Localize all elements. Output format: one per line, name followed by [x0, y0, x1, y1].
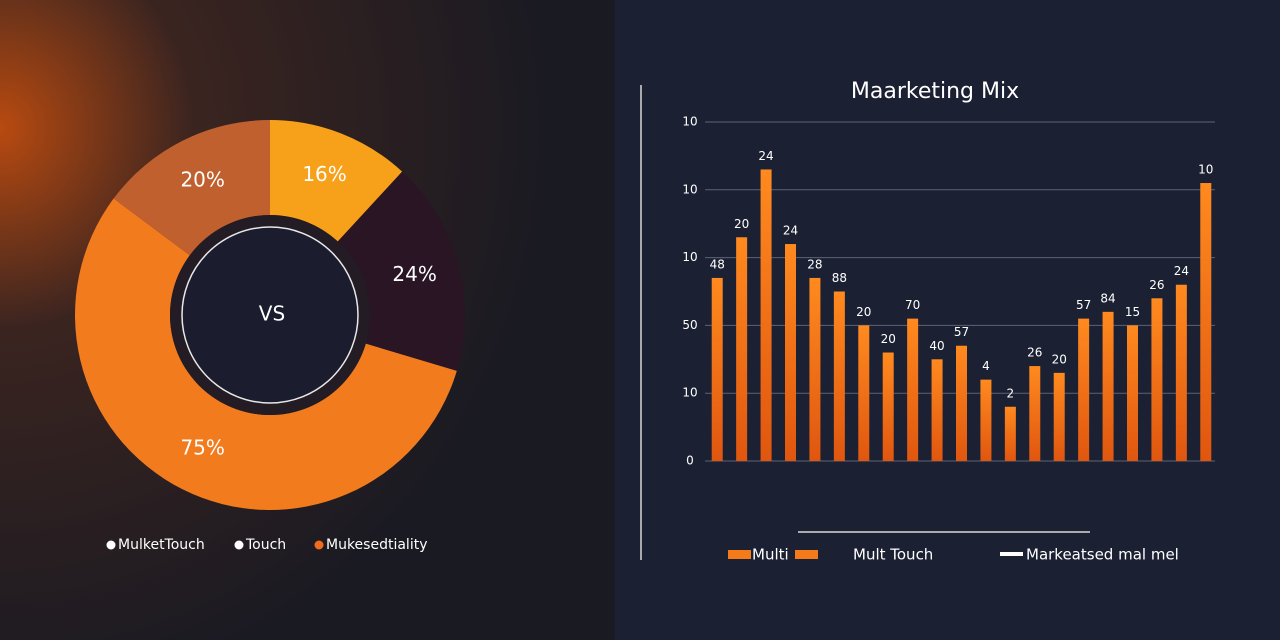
bar: [907, 318, 919, 461]
bar-value-label: 26: [1149, 278, 1164, 292]
bar-value-label: 10: [1198, 163, 1213, 177]
bar-value-label: 48: [710, 257, 725, 271]
bar: [809, 277, 821, 461]
bar-value-label: 20: [881, 332, 896, 346]
bar-value-label: 57: [954, 325, 969, 339]
legend-label: Mukesedtiality: [326, 537, 427, 553]
bar-value-label: 24: [783, 224, 798, 238]
bar: [1175, 284, 1187, 461]
bar-value-label: 57: [1076, 298, 1091, 312]
bar: [858, 325, 870, 461]
legend-label: Mult Touch: [853, 546, 933, 564]
bar: [1004, 406, 1016, 461]
pie-slice: [270, 120, 403, 242]
legend-label: Multi: [752, 546, 789, 564]
donut-core: [181, 226, 359, 404]
bar-value-label: 20: [856, 305, 871, 319]
legend-swatch: [795, 550, 818, 559]
bar-value-label: 88: [832, 271, 847, 285]
bar-value-label: 24: [1174, 264, 1189, 278]
y-tick-label: 10: [682, 182, 697, 196]
bar-value-label: 26: [1027, 346, 1042, 360]
slice-label: 16%: [302, 162, 346, 186]
bar: [736, 237, 748, 461]
legend-swatch: [728, 550, 751, 559]
y-tick-label: 50: [682, 318, 697, 332]
bar: [1200, 183, 1212, 461]
pie-slice: [337, 171, 465, 371]
bar-value-label: 15: [1125, 305, 1140, 319]
right-panel: [615, 0, 1280, 640]
bar: [1127, 325, 1138, 461]
bar-value-label: 4: [982, 359, 990, 373]
legend-dot: [106, 540, 116, 550]
y-tick-label: 0: [686, 454, 694, 468]
bar-value-label: 24: [758, 149, 773, 163]
legend-label: Markeatsed mal mel: [1026, 546, 1179, 564]
bar-value-label: 40: [929, 339, 944, 353]
bar: [980, 379, 992, 461]
bar: [956, 345, 967, 461]
chart-title: Maarketing Mix: [851, 79, 1019, 104]
pie-slice: [75, 198, 457, 510]
bar-value-label: 84: [1100, 291, 1115, 305]
y-tick-label: 10: [682, 250, 697, 264]
bar: [785, 244, 796, 461]
slice-label: 75%: [180, 436, 224, 460]
legend-dot: [234, 540, 244, 550]
bar-value-label: 2: [1007, 386, 1015, 400]
legend-label: Touch: [245, 537, 286, 553]
bar: [1151, 298, 1163, 461]
bar: [1053, 372, 1065, 461]
bar: [1102, 311, 1114, 461]
bar: [711, 277, 723, 461]
y-tick-label: 10: [682, 386, 697, 400]
bar-value-label: 20: [1052, 352, 1067, 366]
bar: [833, 291, 845, 461]
slice-label: 24%: [392, 262, 436, 286]
y-tick-label: 10: [682, 115, 697, 129]
bar: [1029, 366, 1041, 461]
bar: [760, 169, 772, 461]
legend-label: MulketTouch: [118, 537, 205, 553]
pie-slice: [113, 120, 271, 256]
bar: [882, 352, 894, 461]
bar: [1078, 318, 1090, 461]
bar-value-label: 20: [734, 217, 749, 231]
center-label: VS: [259, 302, 285, 326]
legend-swatch: [1000, 552, 1023, 556]
legend-dot: [314, 540, 324, 550]
bar-value-label: 70: [905, 298, 920, 312]
slice-label: 20%: [180, 167, 224, 191]
bar: [931, 359, 943, 461]
bar-value-label: 28: [807, 257, 822, 271]
